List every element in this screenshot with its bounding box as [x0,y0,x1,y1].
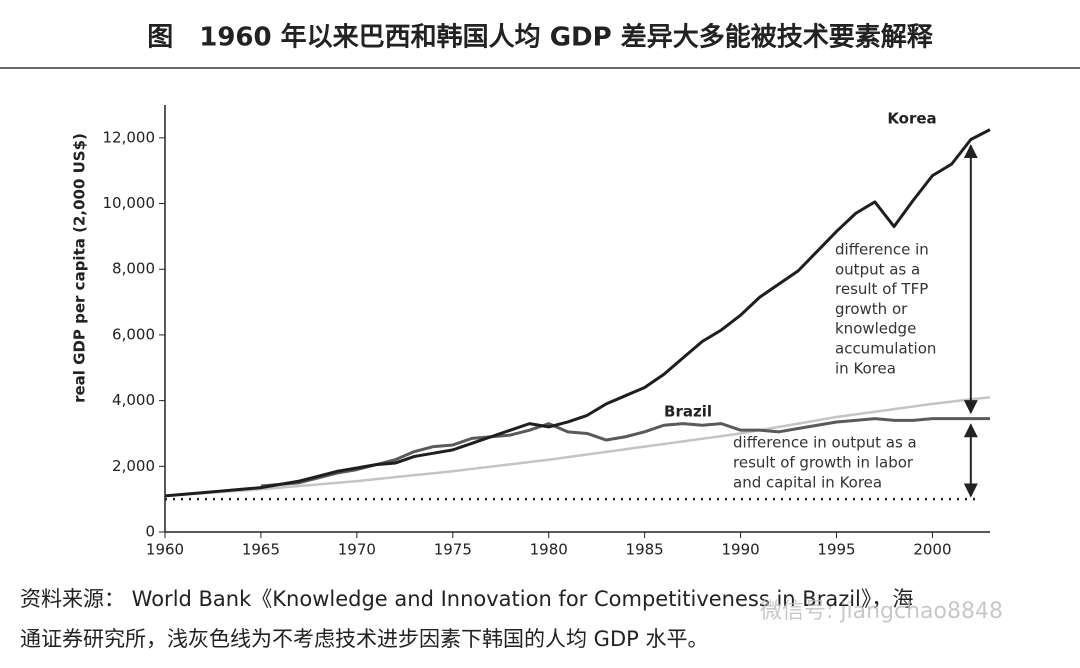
y-tick-label: 8,000 [112,260,155,278]
x-tick-label: 1965 [242,541,280,559]
x-tick-label: 2000 [913,541,951,559]
source-line: 资料来源： World Bank《Knowledge and Innovatio… [20,587,913,611]
chart-title: 图 1960 年以来巴西和韩国人均 GDP 差异大多能被技术要素解释 [147,22,933,53]
y-tick-label: 0 [145,523,155,541]
x-tick-label: 1975 [434,541,472,559]
annotation: growth or [835,300,908,318]
watermark: 微信号: jiangchao8848 [760,599,1003,624]
annotation: result of TFP [835,280,928,298]
annotation: and capital in Korea [733,474,882,492]
y-tick-label: 12,000 [103,128,156,146]
annotation: in Korea [835,359,896,377]
series-label: Korea [887,110,936,128]
series-line [164,128,991,498]
annotation: difference in [835,241,929,259]
x-tick-label: 1995 [817,541,855,559]
annotation: output as a [835,260,920,278]
y-tick-label: 2,000 [112,457,155,475]
source-line: 通证券研究所，浅灰色线为不考虑技术进步因素下韩国的人均 GDP 水平。 [20,627,708,651]
x-tick-label: 1985 [626,541,664,559]
y-tick-label: 6,000 [112,325,155,343]
x-tick-label: 1990 [721,541,759,559]
annotation: knowledge [835,320,916,338]
y-tick-label: 10,000 [103,194,156,212]
x-tick-label: 1980 [530,541,568,559]
x-tick-label: 1960 [146,541,184,559]
annotation: accumulation [835,340,936,358]
y-axis-label: real GDP per capita (2,000 US$) [71,133,89,403]
annotation: difference in output as a [733,434,917,452]
x-tick-label: 1970 [338,541,376,559]
annotation: result of growth in labor [733,454,914,472]
y-tick-label: 4,000 [112,391,155,409]
series-line [164,396,991,498]
series-label: Brazil [664,403,712,421]
